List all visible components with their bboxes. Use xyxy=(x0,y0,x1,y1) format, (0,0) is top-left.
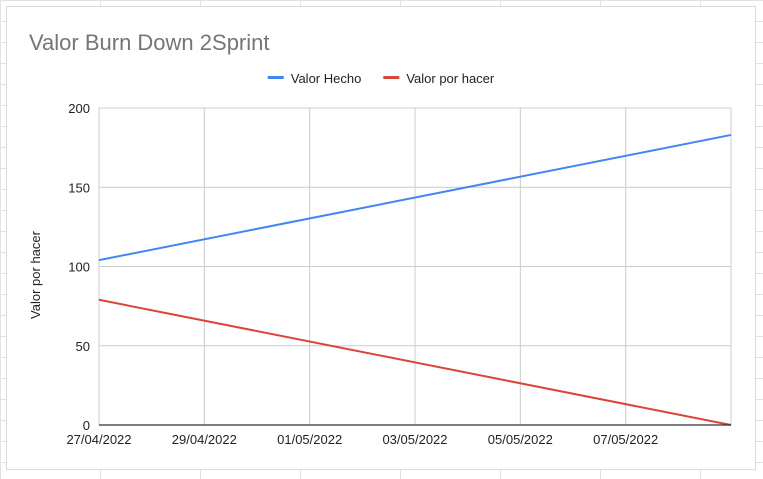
y-tick-label: 100 xyxy=(68,260,90,275)
y-axis-title: Valor por hacer xyxy=(28,230,43,319)
series-lines xyxy=(98,133,732,426)
y-tick-label: 50 xyxy=(76,339,90,354)
legend-label: Valor por hacer xyxy=(406,71,495,86)
axes: 0 50 100 150 200 27/04/2022 29/04/2022 01/05/20… xyxy=(66,101,731,447)
x-tick-label: 07/05/2022 xyxy=(593,432,658,447)
series-line-1[interactable] xyxy=(98,298,732,426)
x-tick-label: 03/05/2022 xyxy=(382,432,447,447)
chart-title: Valor Burn Down 2Sprint xyxy=(29,30,270,55)
y-tick-label: 0 xyxy=(83,418,90,433)
x-tick-label: 05/05/2022 xyxy=(488,432,553,447)
legend-label: Valor Hecho xyxy=(291,71,362,86)
y-tick-label: 200 xyxy=(68,101,90,116)
series-line-0[interactable] xyxy=(98,133,732,262)
y-tick-label: 150 xyxy=(68,180,90,195)
legend-swatch xyxy=(383,76,400,79)
x-tick-label: 29/04/2022 xyxy=(172,432,237,447)
legend[interactable]: Valor Hecho Valor por hacer xyxy=(267,71,495,86)
x-tick-label: 27/04/2022 xyxy=(66,432,131,447)
legend-swatch xyxy=(267,76,284,79)
grid-lines xyxy=(98,107,732,425)
x-tick-label: 01/05/2022 xyxy=(277,432,342,447)
chart-card[interactable]: Valor Burn Down 2Sprint xyxy=(6,6,756,470)
